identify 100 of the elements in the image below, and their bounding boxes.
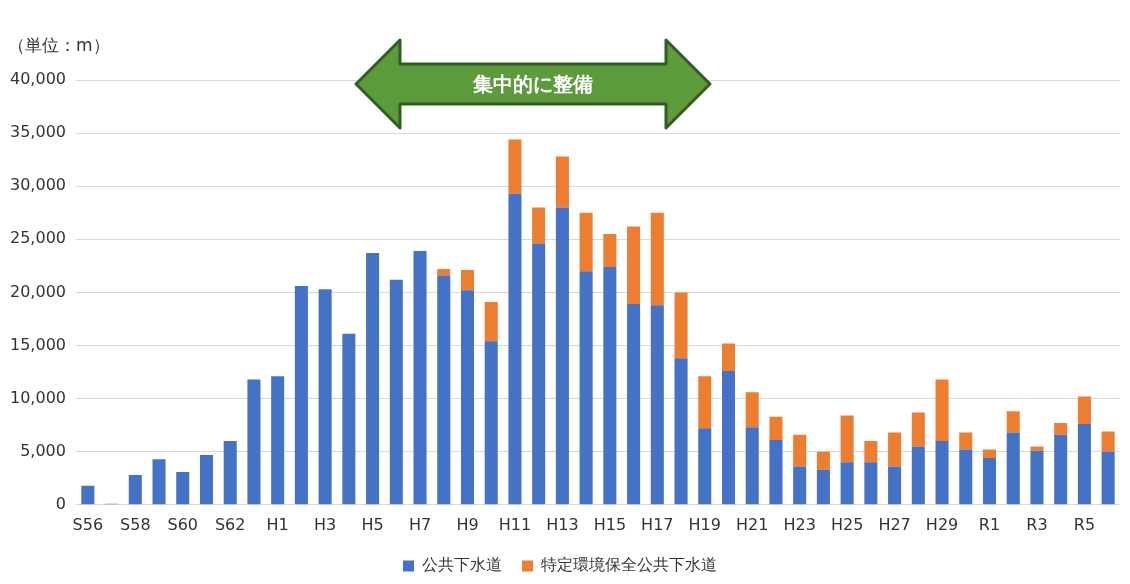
x-tick-label: H29	[925, 514, 959, 534]
bar	[484, 301, 498, 342]
x-tick-label: R1	[978, 514, 1001, 534]
bar	[982, 449, 997, 459]
y-tick-label: 40,000	[10, 69, 66, 89]
bar	[698, 428, 712, 505]
y-axis-title: （単位：m）	[8, 34, 110, 57]
x-tick-label: R3	[1026, 514, 1048, 534]
x-tick-label: H1	[266, 514, 289, 534]
x-tick-label: H13	[546, 514, 579, 534]
bar	[176, 471, 190, 505]
legend-label: 特定環境保全公共下水道	[541, 555, 717, 575]
bar	[888, 466, 902, 505]
bar	[81, 485, 95, 505]
bar	[793, 434, 807, 467]
bar	[555, 207, 569, 505]
bar	[1054, 423, 1068, 435]
x-tick-label: R5	[1073, 514, 1096, 534]
bar	[555, 156, 569, 208]
x-tick-label: S58	[120, 514, 151, 534]
x-tick-label: H11	[498, 514, 532, 534]
bar	[864, 462, 878, 505]
bar	[342, 333, 356, 505]
x-tick-label: H17	[641, 514, 674, 534]
x-tick-label: H9	[456, 514, 479, 534]
bar	[366, 253, 380, 505]
bar	[935, 379, 949, 442]
x-tick-label: H5	[361, 514, 384, 534]
bar	[271, 376, 285, 505]
bar	[888, 432, 902, 467]
bar	[437, 275, 451, 505]
bar	[603, 266, 617, 505]
bar	[1077, 396, 1091, 425]
y-tick-label: 30,000	[10, 175, 66, 195]
bar	[579, 271, 593, 505]
x-tick-label: S62	[214, 514, 246, 534]
y-tick-label: 0	[55, 493, 66, 513]
bar	[603, 233, 617, 267]
bar	[816, 451, 830, 470]
bar	[840, 462, 854, 505]
bar	[721, 343, 736, 371]
bar	[1101, 451, 1115, 505]
x-tick-label: H25	[830, 514, 864, 534]
bar	[294, 286, 308, 505]
bar	[959, 432, 973, 450]
annotation: 集中的に整備	[472, 71, 594, 98]
bar	[674, 292, 688, 359]
bar	[128, 475, 142, 505]
bar	[1054, 434, 1068, 505]
bar	[247, 379, 261, 505]
x-tick-label: H7	[408, 514, 432, 534]
bar	[935, 441, 949, 505]
bar	[793, 466, 807, 505]
bar	[650, 305, 664, 505]
bar	[745, 427, 759, 505]
bar	[769, 440, 783, 505]
bar	[650, 212, 664, 306]
bar	[745, 392, 759, 428]
bar	[864, 441, 878, 463]
bar	[532, 243, 546, 505]
bar	[508, 139, 522, 194]
y-tick-label: 20,000	[10, 281, 66, 301]
bar	[911, 446, 925, 505]
y-tick-label: 25,000	[10, 228, 66, 248]
bar	[1030, 450, 1044, 505]
bar	[389, 279, 403, 505]
bar	[627, 226, 641, 305]
bar	[1006, 432, 1020, 505]
bar	[816, 469, 830, 505]
y-tick-label: 15,000	[10, 334, 66, 354]
bar	[982, 458, 997, 505]
bar	[437, 269, 451, 276]
y-tick-label: 5,000	[20, 440, 66, 460]
x-tick-label: H21	[736, 514, 769, 534]
bar	[959, 449, 973, 505]
bar	[627, 304, 641, 505]
bar	[460, 290, 475, 505]
bar	[413, 250, 427, 505]
x-tick-label: H27	[878, 514, 911, 534]
y-tick-label: 35,000	[10, 122, 66, 142]
bar	[1006, 411, 1020, 433]
bar	[698, 376, 712, 429]
bar	[840, 415, 854, 463]
bar	[223, 441, 237, 505]
y-tick-label: 10,000	[10, 387, 66, 407]
bar	[1077, 424, 1091, 505]
x-tick-label: S56	[72, 514, 104, 534]
x-tick-label: H15	[593, 514, 627, 534]
bar	[484, 341, 498, 505]
legend-label: 公共下水道	[422, 555, 502, 575]
bar	[152, 459, 166, 505]
bar	[460, 270, 475, 291]
bar	[769, 416, 783, 441]
bar	[1101, 431, 1115, 452]
bar	[721, 370, 736, 505]
bar	[199, 454, 214, 505]
bar	[508, 193, 522, 505]
bar	[911, 412, 925, 447]
bar	[532, 207, 546, 244]
bar	[674, 358, 688, 505]
